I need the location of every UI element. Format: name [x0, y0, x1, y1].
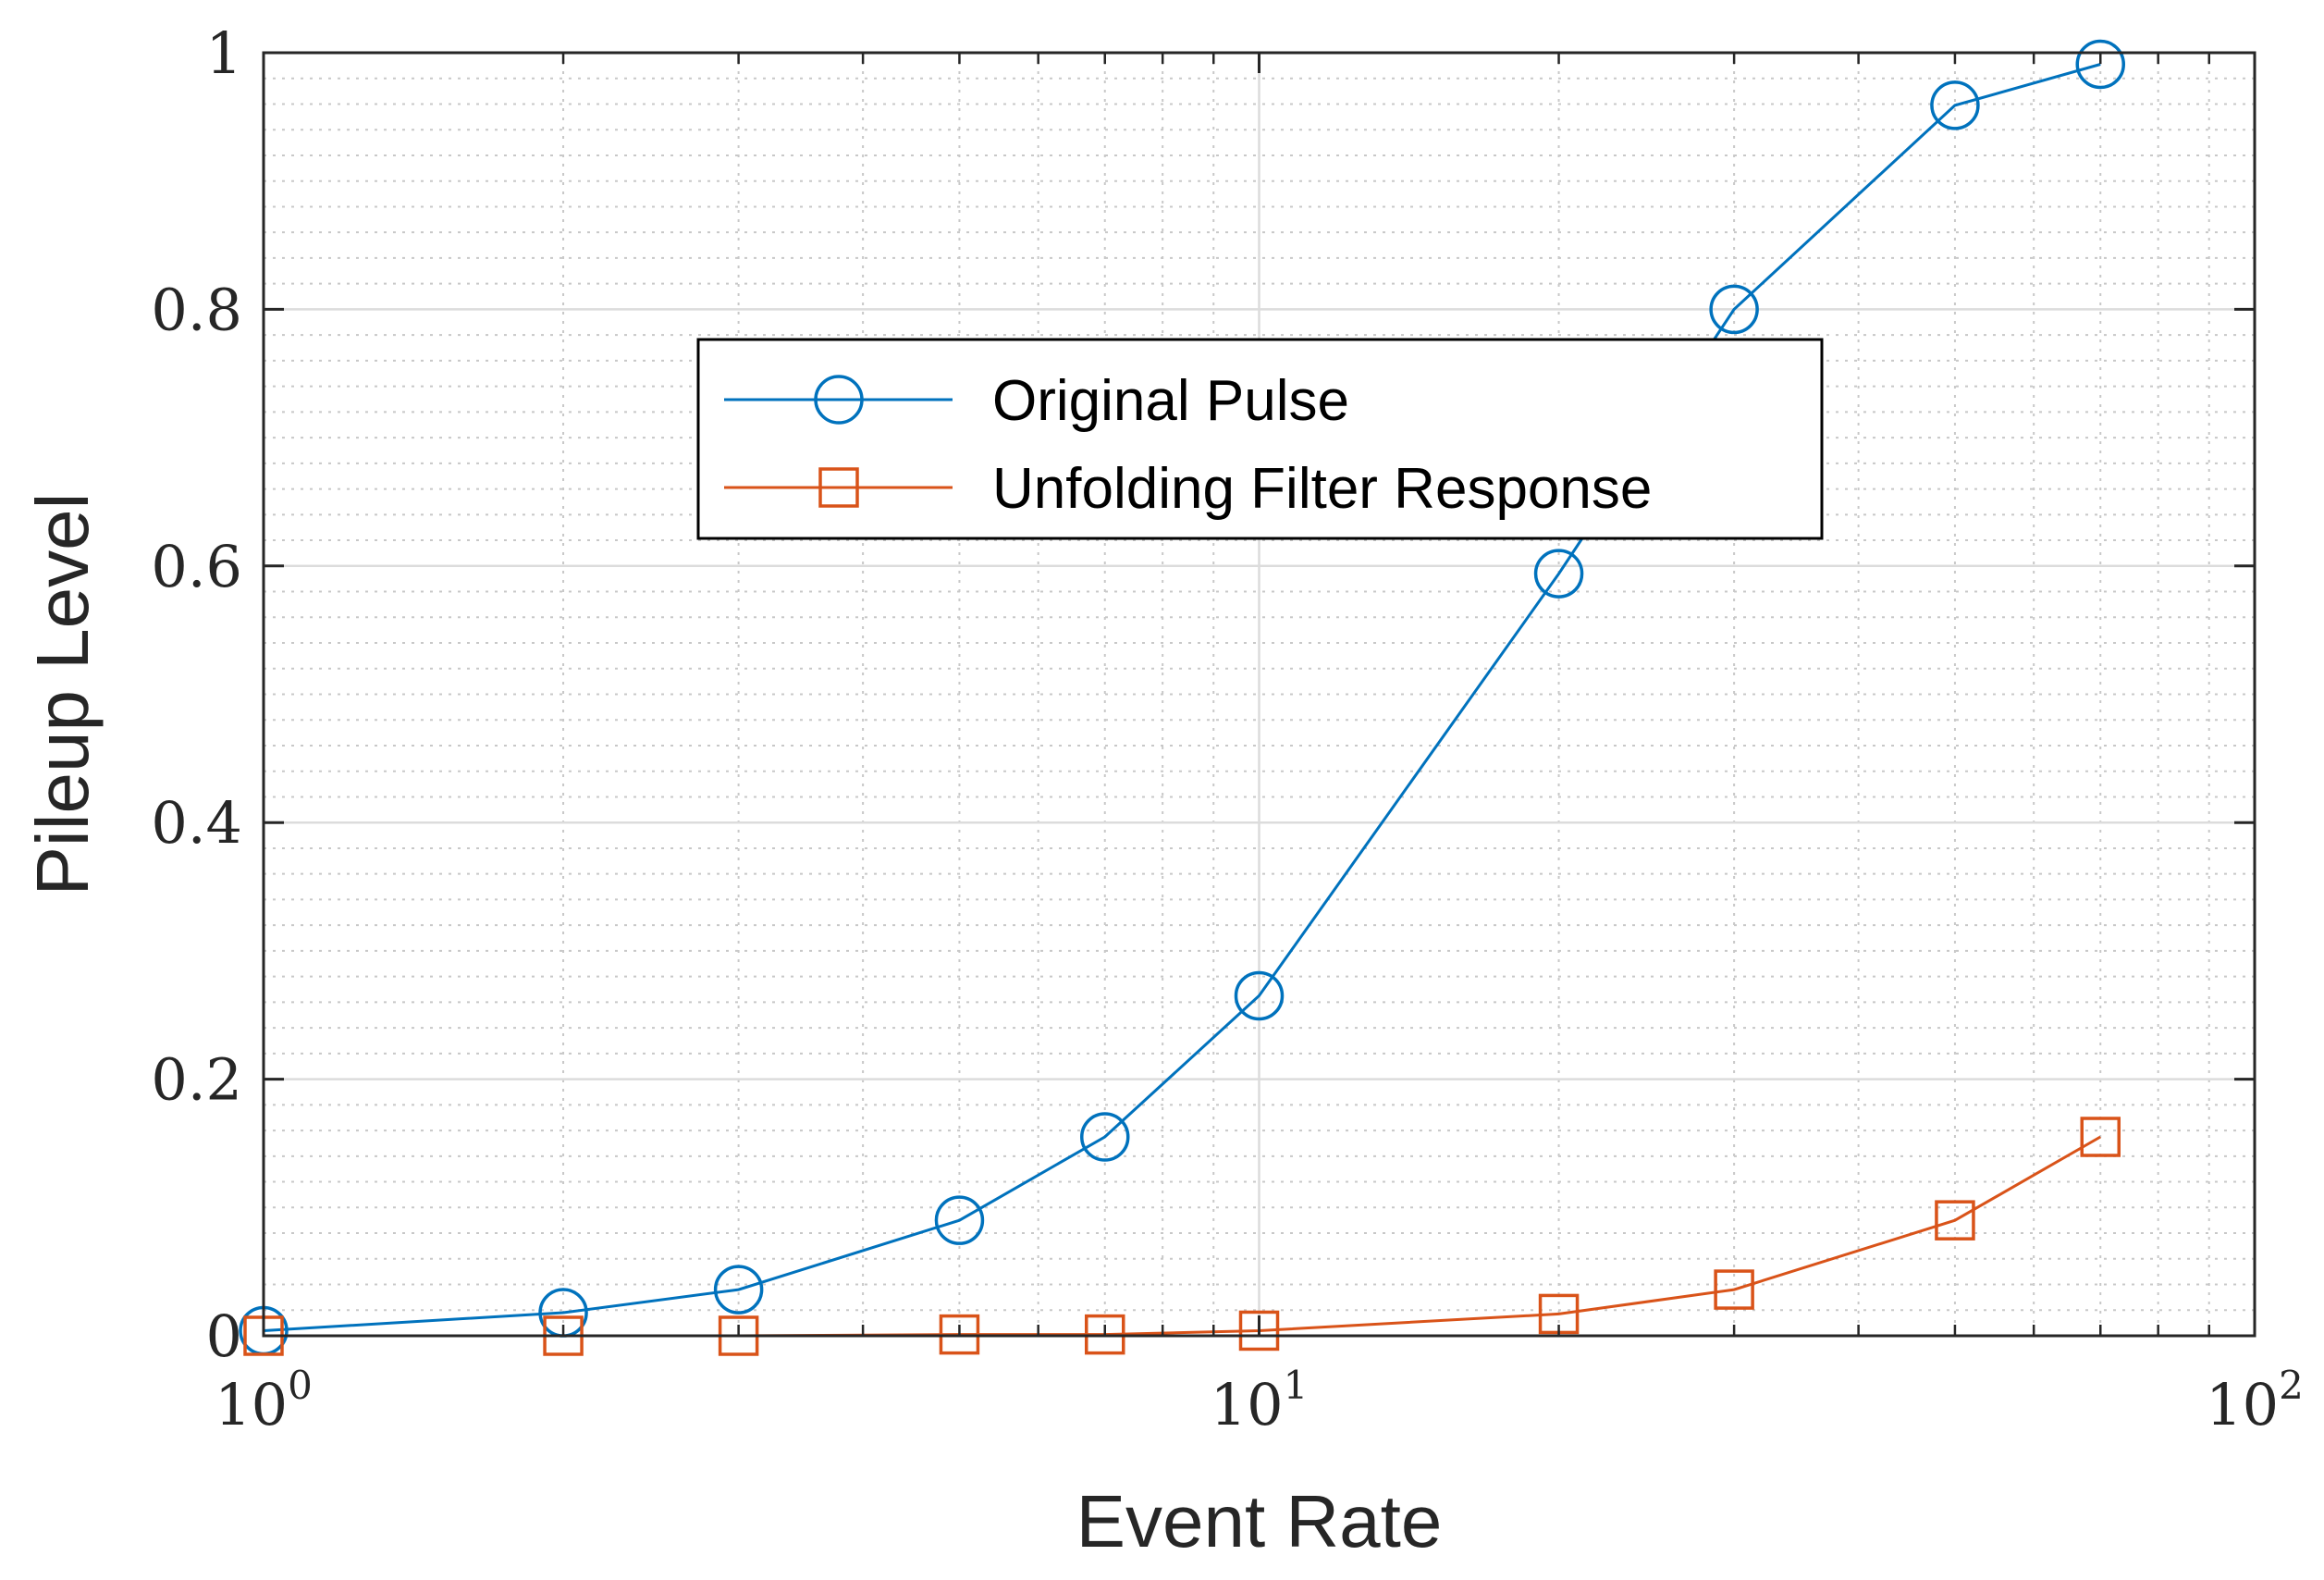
y-tick-label: 0.4	[151, 789, 242, 857]
x-tick-exponent: 1	[1284, 1363, 1309, 1408]
legend-entry: Unfolding Filter Response	[724, 457, 1652, 521]
data-point	[1533, 549, 1584, 599]
data-point	[2080, 1117, 2121, 1157]
data-point	[1234, 970, 1285, 1021]
legend-box	[696, 338, 1824, 540]
legend-marker	[818, 467, 859, 508]
data-point	[1079, 1112, 1130, 1162]
data-point	[1935, 1200, 1975, 1241]
x-tick-label: 100	[215, 1363, 313, 1438]
y-axis-title: Pileup Level	[21, 493, 104, 896]
data-point	[934, 1195, 985, 1245]
data-point	[1709, 284, 1759, 335]
y-tick-label: 0	[206, 1302, 242, 1370]
series-2	[243, 1117, 2121, 1356]
legend-label: Unfolding Filter Response	[992, 457, 1652, 521]
grid-lines	[262, 51, 2256, 1338]
x-axis-title: Event Rate	[1076, 1480, 1443, 1562]
x-tick-label: 101	[1211, 1363, 1309, 1438]
series-line	[263, 63, 2101, 1332]
series-layer	[239, 39, 2125, 1356]
y-tick-label: 0.8	[151, 276, 242, 343]
legend-marker	[814, 375, 864, 425]
legend-entry: Original Pulse	[724, 369, 1349, 433]
y-tick-label: 1	[206, 19, 242, 87]
series-line	[264, 1135, 2101, 1338]
data-point	[713, 1265, 764, 1315]
y-tick-label: 0.2	[151, 1046, 242, 1114]
data-point	[2075, 39, 2125, 90]
legend: Original Pulse Unfolding Filter Response	[696, 338, 1824, 540]
legend-label: Original Pulse	[992, 369, 1349, 433]
data-point	[1930, 80, 1980, 130]
y-tick-label: 0.6	[151, 533, 242, 600]
data-point	[1714, 1269, 1754, 1310]
x-tick-exponent: 0	[288, 1363, 313, 1408]
data-point	[1238, 1310, 1280, 1352]
x-tick-exponent: 2	[2279, 1363, 2304, 1408]
x-tick-label: 102	[2206, 1363, 2304, 1438]
